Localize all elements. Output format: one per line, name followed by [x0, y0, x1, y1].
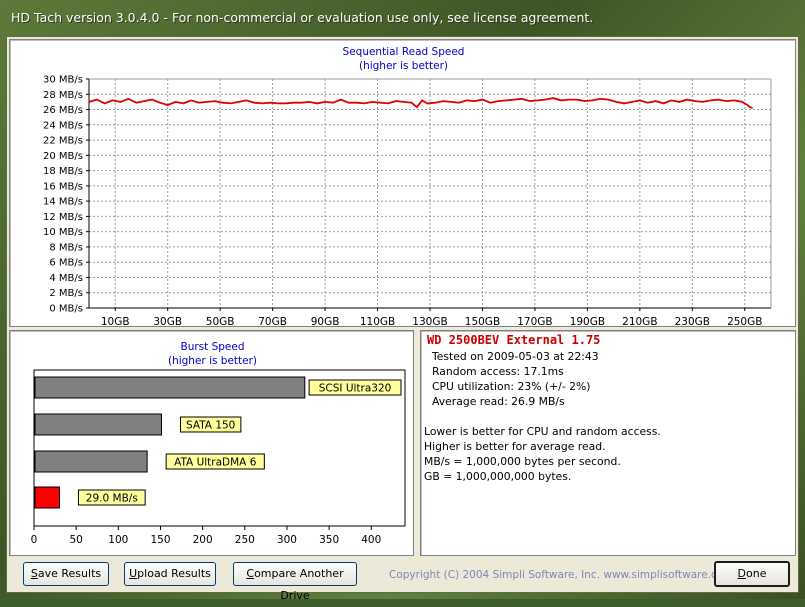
seq-y-tick-label: 16 MB/s	[43, 181, 83, 192]
seq-y-tick-label: 26 MB/s	[43, 105, 83, 116]
note-gb-definition: GB = 1,000,000,000 bytes.	[424, 470, 572, 483]
seq-x-tick-label: 70GB	[258, 316, 287, 326]
done-label-rest: one	[746, 567, 767, 580]
burst-bar	[34, 376, 306, 399]
save-label-rest: ave Results	[37, 567, 102, 580]
burst-chart-subtitle: (higher is better)	[167, 355, 258, 367]
note-mbs-definition: MB/s = 1,000,000 bytes per second.	[424, 455, 621, 468]
upload-results-button[interactable]: Upload Results	[124, 562, 216, 586]
seq-y-tick-label: 28 MB/s	[43, 90, 83, 101]
seq-y-tick-label: 2 MB/s	[49, 288, 83, 299]
compare-accel-key: C	[246, 567, 255, 580]
burst-x-tick-label: 150	[150, 534, 170, 546]
tested-date: Tested on 2009-05-03 at 22:43	[432, 350, 599, 363]
upload-accel-key: U	[129, 567, 138, 580]
seq-y-tick-label: 8 MB/s	[49, 242, 83, 253]
sequential-read-panel: Sequential Read Speed (higher is better)…	[9, 39, 796, 327]
burst-bar-label-box	[308, 379, 402, 396]
burst-bar-label-box	[77, 489, 146, 506]
burst-bar-label: 29.0 MB/s	[86, 493, 138, 505]
burst-bar-label: SATA 150	[186, 420, 235, 432]
burst-x-tick-label: 200	[193, 534, 213, 546]
seq-x-tick-label: 210GB	[622, 316, 657, 326]
cpu-utilization: CPU utilization: 23% (+/- 2%)	[432, 380, 591, 393]
seq-read-series-line	[88, 97, 753, 109]
seq-x-tick-label: 130GB	[412, 316, 447, 326]
compare-drive-button[interactable]: Compare Another Drive	[233, 562, 357, 602]
burst-bar-label: SCSI Ultra320	[319, 383, 392, 395]
note-higher-better: Higher is better for average read.	[424, 440, 606, 453]
save-accel-key: S	[30, 567, 38, 580]
burst-x-tick-label: 50	[69, 534, 82, 546]
seq-y-tick-label: 10 MB/s	[43, 227, 83, 238]
done-accel-key: D	[737, 567, 746, 580]
burst-bar-label-box	[179, 416, 242, 433]
burst-bar-label-box	[165, 453, 265, 470]
burst-x-tick-label: 300	[277, 534, 297, 546]
seq-y-tick-label: 24 MB/s	[43, 120, 83, 131]
seq-y-tick-label: 4 MB/s	[49, 273, 83, 284]
burst-x-tick-label: 0	[31, 534, 38, 546]
burst-bar	[34, 413, 162, 436]
copyright-link[interactable]: Copyright (C) 2004 Simpli Software, Inc.…	[389, 569, 734, 581]
seq-chart-subtitle: (higher is better)	[358, 60, 449, 72]
drive-info-panel: WD 2500BEV External 1.75 Tested on 2009-…	[420, 330, 796, 556]
burst-bar-label: ATA UltraDMA 6	[174, 457, 257, 469]
burst-bar	[34, 450, 148, 473]
burst-x-tick-label: 100	[108, 534, 128, 546]
seq-y-tick-label: 18 MB/s	[43, 166, 83, 177]
random-access: Random access: 17.1ms	[432, 365, 564, 378]
note-lower-better: Lower is better for CPU and random acces…	[424, 425, 661, 438]
upload-label-rest: pload Results	[137, 567, 211, 580]
seq-x-tick-label: 30GB	[153, 316, 182, 326]
seq-x-tick-label: 250GB	[727, 316, 762, 326]
burst-speed-chart: 0 50 100 150 200 250 300 350 400 SCSI Ultra320 SAT…	[31, 369, 406, 546]
seq-y-tick-label: 0 MB/s	[49, 304, 83, 315]
burst-speed-panel: Burst Speed (higher is better) 0 50 100 150…	[9, 330, 414, 556]
burst-bar	[34, 486, 60, 509]
compare-label-rest: ompare Another Drive	[254, 567, 344, 602]
save-results-button[interactable]: Save Results	[23, 562, 109, 586]
burst-x-tick-label: 350	[319, 534, 339, 546]
average-read: Average read: 26.9 MB/s	[432, 395, 565, 408]
seq-x-tick-label: 190GB	[570, 316, 605, 326]
seq-x-tick-label: 90GB	[311, 316, 340, 326]
sequential-read-chart: 0 MB/s 2 MB/s 4 MB/s 6 MB/s 8 MB/s 10 MB/s 12 …	[43, 75, 772, 326]
seq-x-tick-label: 10GB	[101, 316, 130, 326]
seq-y-tick-label: 20 MB/s	[43, 151, 83, 162]
seq-x-tick-label: 50GB	[206, 316, 235, 326]
seq-x-tick-label: 230GB	[675, 316, 710, 326]
burst-x-tick-label: 400	[361, 534, 381, 546]
seq-x-tick-label: 110GB	[360, 316, 395, 326]
seq-y-tick-label: 22 MB/s	[43, 136, 83, 147]
drive-name: WD 2500BEV External 1.75	[427, 333, 601, 347]
seq-x-tick-label: 170GB	[517, 316, 552, 326]
seq-y-tick-label: 14 MB/s	[43, 197, 83, 208]
seq-y-tick-label: 6 MB/s	[49, 258, 83, 269]
seq-chart-title: Sequential Read Speed	[342, 46, 465, 58]
seq-y-tick-label: 12 MB/s	[43, 212, 83, 223]
burst-chart-title: Burst Speed	[180, 341, 245, 353]
window-title: HD Tach version 3.0.4.0 - For non-commer…	[11, 10, 594, 25]
burst-x-tick-label: 250	[235, 534, 255, 546]
seq-y-tick-label: 30 MB/s	[43, 75, 83, 86]
seq-x-tick-label: 150GB	[465, 316, 500, 326]
done-button[interactable]: Done	[714, 561, 790, 587]
main-client-area: Sequential Read Speed (higher is better)…	[6, 36, 799, 602]
